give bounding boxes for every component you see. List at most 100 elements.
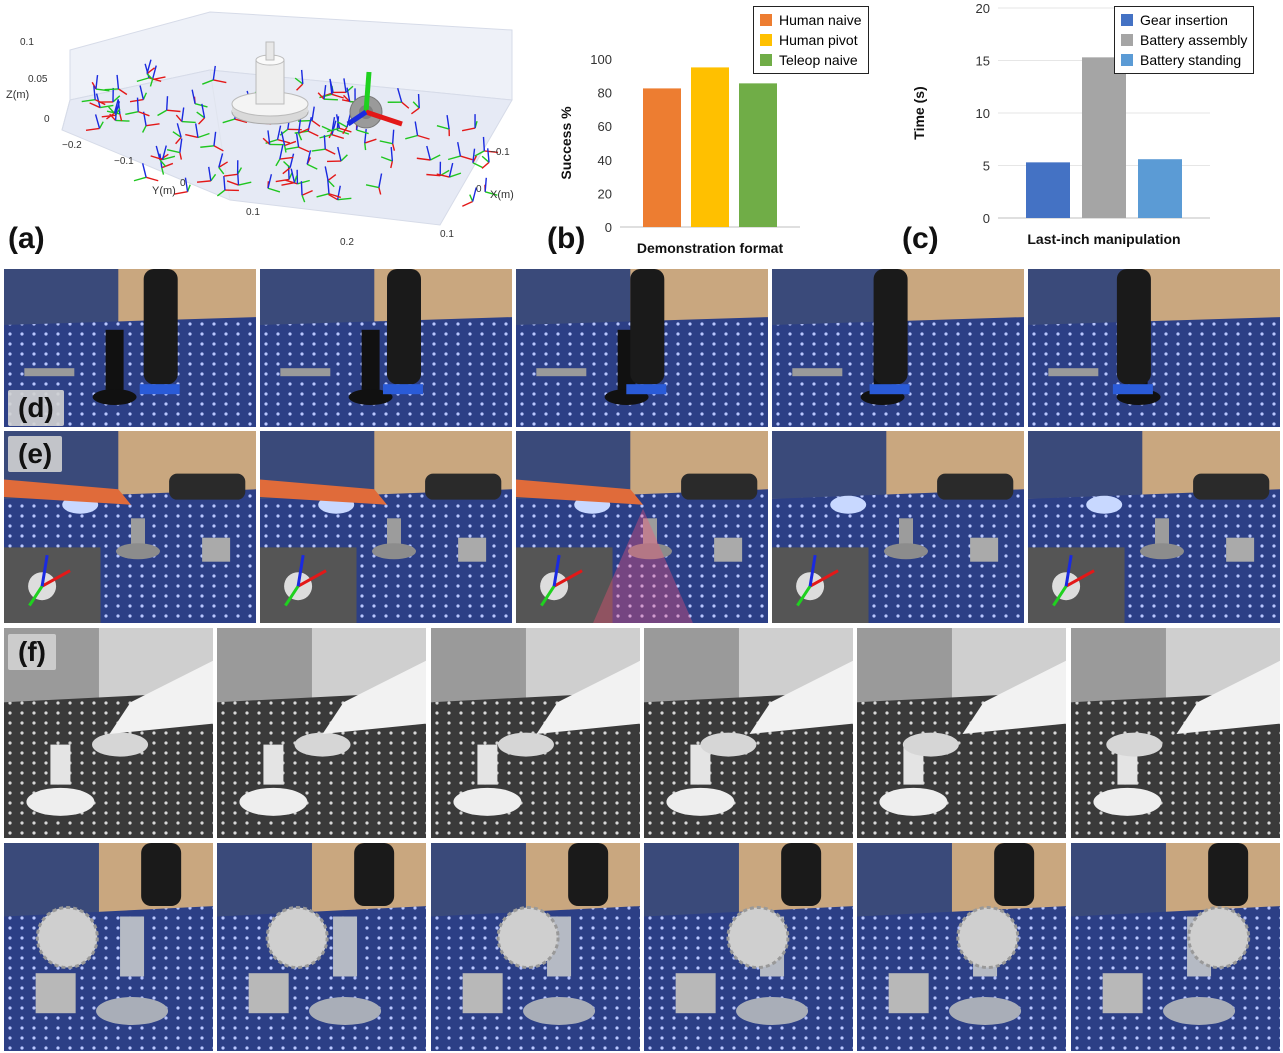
bar	[739, 83, 777, 227]
photo-frame	[643, 627, 854, 839]
photo-image	[644, 628, 853, 838]
pose-frame	[275, 144, 294, 167]
photo-image	[772, 269, 1024, 427]
pose-frame	[282, 153, 295, 175]
pose-frame	[461, 114, 478, 132]
y-tick-label: 0.2	[340, 237, 354, 248]
pose-frame	[104, 74, 128, 96]
pose-frame	[175, 107, 196, 124]
panel-label-d: (d)	[8, 390, 64, 426]
legend-label: Gear insertion	[1140, 12, 1228, 28]
photo-row-g	[3, 842, 1281, 1052]
pose-frame	[262, 130, 284, 146]
photo-image	[516, 269, 768, 427]
photo-image	[4, 843, 213, 1051]
pose-frame	[196, 166, 217, 183]
pose-frame	[285, 169, 310, 185]
photo-frame	[430, 842, 641, 1052]
photo-frame	[3, 842, 214, 1052]
panel-label-c: (c)	[902, 222, 939, 255]
pose-frame	[174, 177, 191, 195]
pose-frame	[280, 131, 297, 153]
z-tick-label: 0.05	[28, 74, 48, 85]
success-legend: Human naive Human pivot Teleop naive	[753, 6, 869, 74]
panel-b: 0 20 40 60 80 100 Success % Demonstration forma…	[535, 0, 885, 262]
photo-frame	[515, 430, 769, 624]
photo-frame	[216, 627, 427, 839]
photo-image	[260, 431, 512, 623]
y-tick-label: 0	[983, 211, 990, 226]
z-axis-label: Z(m)	[6, 89, 29, 101]
pose-frame	[472, 148, 484, 169]
pose-frame	[106, 99, 119, 120]
legend-item: Battery assembly	[1121, 30, 1247, 50]
pose-frame	[300, 181, 313, 203]
photo-frame	[515, 268, 769, 428]
pose-frame	[327, 146, 348, 163]
legend-swatch	[1121, 14, 1133, 26]
pose-frame	[125, 97, 150, 117]
photo-frame	[430, 627, 641, 839]
pose-frame	[416, 145, 441, 161]
y-tick-label: 40	[598, 153, 612, 168]
photo-frame	[259, 430, 513, 624]
photo-image	[516, 431, 768, 623]
y-tick-label: 0	[180, 178, 186, 189]
success-chart: 0 20 40 60 80 100 Success % Demonstration forma…	[558, 52, 800, 256]
y-axis-label: Y(m)	[152, 185, 176, 197]
photo-image	[644, 843, 853, 1051]
legend-label: Teleop naive	[779, 52, 858, 68]
pose-frame	[157, 96, 181, 117]
z-tick-label: 0.1	[20, 37, 34, 48]
pose-frame	[85, 114, 104, 131]
pose-frame	[411, 93, 420, 115]
photo-frame	[643, 842, 854, 1052]
x-tick-label: −0.1	[490, 147, 510, 158]
photo-frame	[1070, 842, 1281, 1052]
photo-image	[431, 843, 640, 1051]
pose-frame	[306, 150, 318, 170]
pose-frame	[436, 115, 450, 137]
pose-frame	[281, 168, 298, 186]
photo-frame	[216, 842, 427, 1052]
pose-frame	[218, 153, 228, 175]
pose-frame	[216, 176, 239, 197]
photo-row-e	[3, 430, 1281, 624]
legend-swatch	[760, 54, 772, 66]
legend-label: Battery assembly	[1140, 32, 1248, 48]
y-tick-label: 60	[598, 119, 612, 134]
photo-frame	[1027, 268, 1281, 428]
legend-label: Human naive	[779, 12, 862, 28]
y-tick-label: 80	[598, 86, 612, 101]
pose-scatter-3d: 0.1 0.05 0 Z(m) Y(m) X(m) −0.2 −0.1 0 0.…	[6, 11, 514, 248]
photo-frame	[856, 627, 1067, 839]
gear-object	[346, 71, 403, 129]
y-tick-label: 20	[598, 186, 612, 201]
panel-c: 0 5 10 15 20 Time (s) Last-inch manipulation G…	[890, 0, 1283, 262]
pose-frame	[311, 135, 336, 155]
y-tick-label: −0.2	[62, 140, 82, 151]
y-tick-label: 0	[605, 220, 612, 235]
legend-item: Battery standing	[1121, 50, 1247, 70]
photo-image	[857, 843, 1066, 1051]
legend-swatch	[760, 34, 772, 46]
pose-frame	[317, 85, 338, 101]
pose-frame	[200, 131, 224, 152]
pose-frame	[324, 166, 337, 188]
bar	[1082, 57, 1126, 218]
x-axis-label: X(m)	[490, 189, 514, 201]
pose-frame	[365, 173, 383, 195]
pose-frame	[294, 69, 304, 91]
panel-label-e: (e)	[8, 436, 63, 472]
photo-frame	[771, 430, 1025, 624]
pose-frame	[275, 165, 293, 183]
photo-image	[1071, 843, 1280, 1051]
pose-frame	[150, 145, 176, 161]
pose-frame	[146, 59, 156, 81]
pose-frame	[166, 138, 183, 160]
legend-item: Human pivot	[760, 30, 862, 50]
pose-frame	[474, 136, 499, 157]
time-legend: Gear insertion Battery assembly Battery st…	[1114, 6, 1255, 74]
pose-frame	[98, 87, 121, 103]
pose-frame	[133, 163, 159, 182]
